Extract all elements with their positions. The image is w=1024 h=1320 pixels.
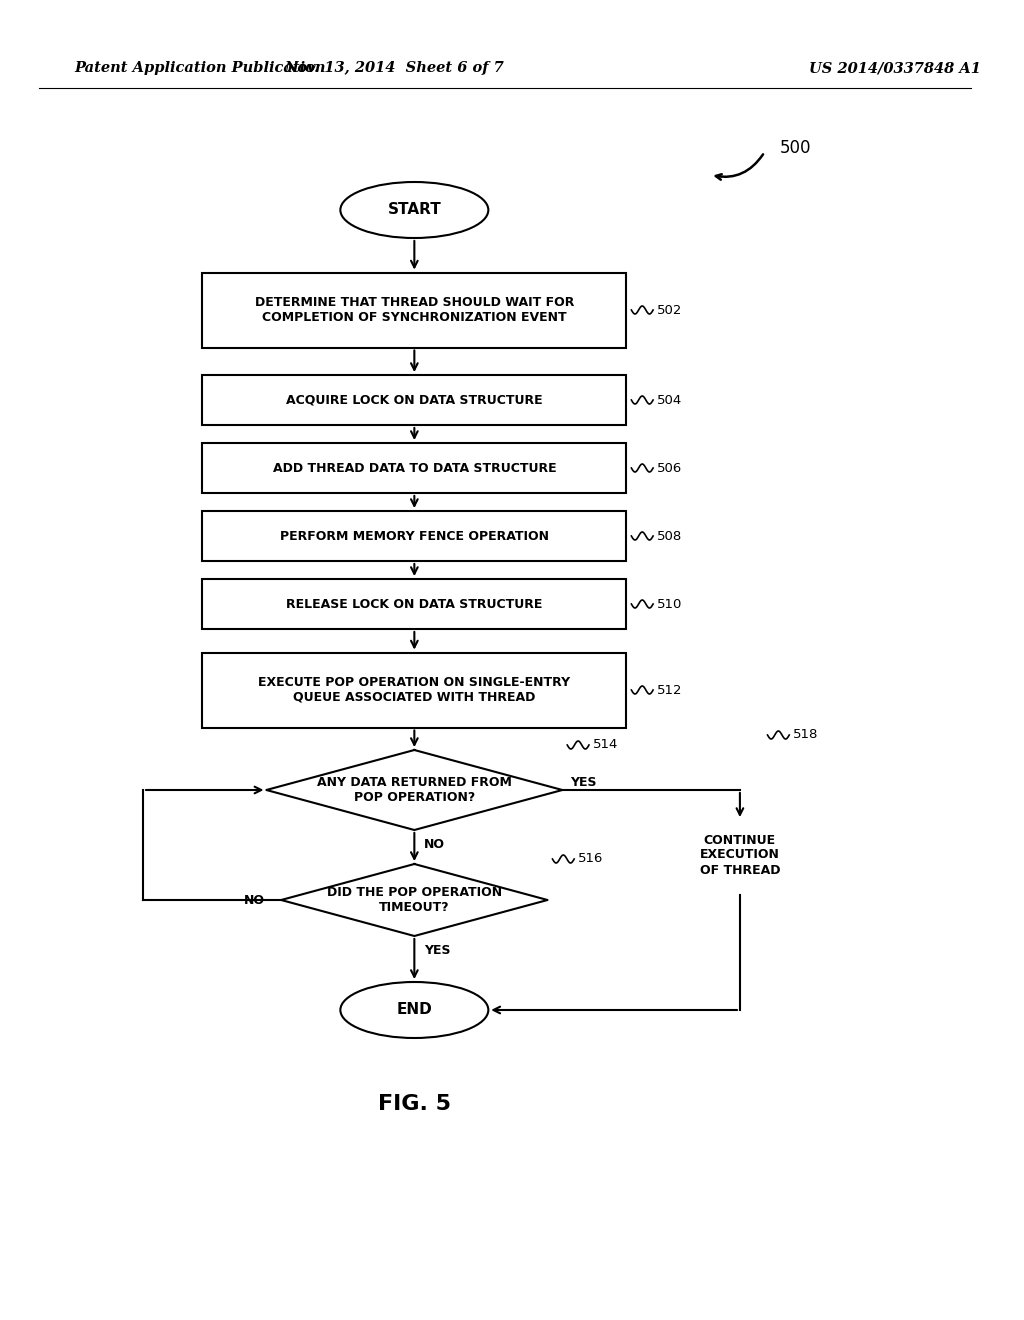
Text: 508: 508 bbox=[657, 529, 682, 543]
Text: YES: YES bbox=[570, 776, 597, 788]
Polygon shape bbox=[266, 750, 562, 830]
Text: END: END bbox=[396, 1002, 432, 1018]
Text: START: START bbox=[387, 202, 441, 218]
Text: ANY DATA RETURNED FROM
POP OPERATION?: ANY DATA RETURNED FROM POP OPERATION? bbox=[316, 776, 512, 804]
FancyBboxPatch shape bbox=[203, 579, 627, 630]
Text: 502: 502 bbox=[657, 304, 682, 317]
Text: DID THE POP OPERATION
TIMEOUT?: DID THE POP OPERATION TIMEOUT? bbox=[327, 886, 502, 913]
Text: YES: YES bbox=[424, 944, 451, 957]
Text: 500: 500 bbox=[779, 139, 811, 157]
Text: ADD THREAD DATA TO DATA STRUCTURE: ADD THREAD DATA TO DATA STRUCTURE bbox=[272, 462, 556, 474]
Text: Nov. 13, 2014  Sheet 6 of 7: Nov. 13, 2014 Sheet 6 of 7 bbox=[285, 61, 505, 75]
Text: 518: 518 bbox=[794, 729, 818, 742]
Text: 510: 510 bbox=[657, 598, 682, 610]
Text: NO: NO bbox=[424, 837, 445, 850]
Text: DETERMINE THAT THREAD SHOULD WAIT FOR
COMPLETION OF SYNCHRONIZATION EVENT: DETERMINE THAT THREAD SHOULD WAIT FOR CO… bbox=[255, 296, 574, 323]
Ellipse shape bbox=[340, 182, 488, 238]
Text: 504: 504 bbox=[657, 393, 682, 407]
Text: FIG. 5: FIG. 5 bbox=[378, 1094, 451, 1114]
Text: PERFORM MEMORY FENCE OPERATION: PERFORM MEMORY FENCE OPERATION bbox=[280, 529, 549, 543]
FancyBboxPatch shape bbox=[203, 511, 627, 561]
Ellipse shape bbox=[340, 982, 488, 1038]
FancyBboxPatch shape bbox=[203, 652, 627, 727]
Text: EXECUTE POP OPERATION ON SINGLE-ENTRY
QUEUE ASSOCIATED WITH THREAD: EXECUTE POP OPERATION ON SINGLE-ENTRY QU… bbox=[258, 676, 570, 704]
Text: RELEASE LOCK ON DATA STRUCTURE: RELEASE LOCK ON DATA STRUCTURE bbox=[286, 598, 543, 610]
FancyBboxPatch shape bbox=[203, 272, 627, 347]
Text: 512: 512 bbox=[657, 684, 683, 697]
Text: NO: NO bbox=[244, 894, 264, 907]
Text: US 2014/0337848 A1: US 2014/0337848 A1 bbox=[809, 61, 981, 75]
FancyBboxPatch shape bbox=[203, 444, 627, 492]
Text: 506: 506 bbox=[657, 462, 682, 474]
Text: Patent Application Publication: Patent Application Publication bbox=[74, 61, 326, 75]
Text: ACQUIRE LOCK ON DATA STRUCTURE: ACQUIRE LOCK ON DATA STRUCTURE bbox=[286, 393, 543, 407]
FancyBboxPatch shape bbox=[203, 375, 627, 425]
Text: 516: 516 bbox=[579, 853, 603, 866]
Text: CONTINUE
EXECUTION
OF THREAD: CONTINUE EXECUTION OF THREAD bbox=[699, 833, 780, 876]
Polygon shape bbox=[282, 865, 548, 936]
Text: 514: 514 bbox=[593, 738, 618, 751]
